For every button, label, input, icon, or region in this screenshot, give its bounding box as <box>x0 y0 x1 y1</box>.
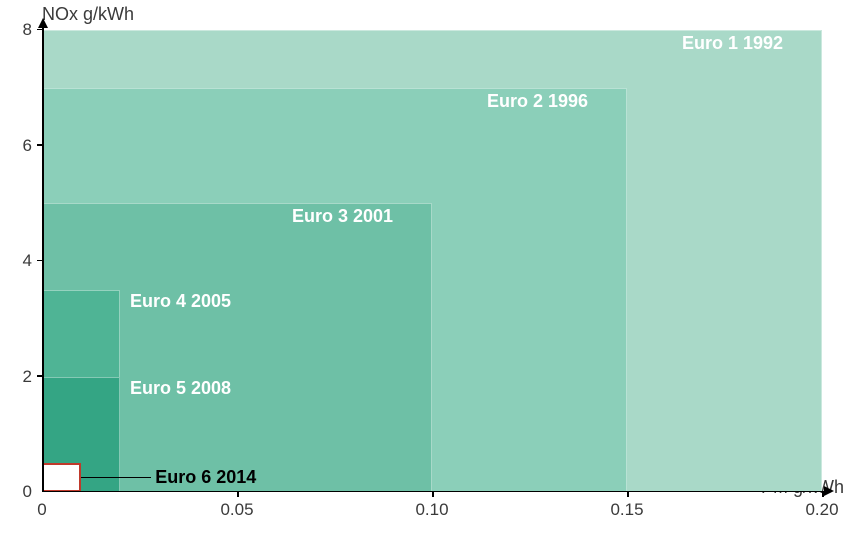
x-tick-mark <box>432 492 434 497</box>
x-tick-label: 0.10 <box>412 500 452 520</box>
y-tick-mark <box>37 29 42 31</box>
y-tick-label: 2 <box>23 367 32 387</box>
y-axis-arrow <box>38 18 48 28</box>
y-axis-title-text: NOx g/kWh <box>42 4 134 24</box>
x-tick-mark <box>237 492 239 497</box>
x-tick-label: 0.05 <box>217 500 257 520</box>
x-axis-arrow <box>824 486 834 496</box>
x-axis-line <box>42 491 828 493</box>
std-label-euro3: Euro 3 2001 <box>292 206 393 227</box>
std-label-euro5: Euro 5 2008 <box>130 378 231 399</box>
y-tick-label: 8 <box>23 20 32 40</box>
emissions-chart: NOx g/kWh PM g/kWh Euro 1 1992Euro 2 199… <box>0 0 850 542</box>
y-tick-mark <box>37 144 42 146</box>
x-tick-mark <box>627 492 629 497</box>
std-label-euro4: Euro 4 2005 <box>130 291 231 312</box>
y-tick-label: 0 <box>23 482 32 502</box>
std-label-euro6: Euro 6 2014 <box>155 467 256 488</box>
y-axis-line <box>42 24 44 492</box>
plot-area: Euro 1 1992 Euro 2 1996 Euro 3 2001 Euro 4 … <box>42 30 822 492</box>
y-axis-title: NOx g/kWh <box>42 4 134 25</box>
x-tick-label: 0.20 <box>802 500 842 520</box>
y-tick-mark <box>37 260 42 262</box>
euro6-leader-line <box>81 477 151 478</box>
y-tick-label: 6 <box>23 136 32 156</box>
y-tick-mark <box>37 375 42 377</box>
y-tick-label: 4 <box>23 251 32 271</box>
std-label-euro2: Euro 2 1996 <box>487 91 588 112</box>
std-rect-euro6 <box>42 463 81 492</box>
x-tick-label: 0 <box>22 500 62 520</box>
x-tick-label: 0.15 <box>607 500 647 520</box>
std-label-euro1: Euro 1 1992 <box>682 33 783 54</box>
x-tick-mark <box>822 492 824 497</box>
